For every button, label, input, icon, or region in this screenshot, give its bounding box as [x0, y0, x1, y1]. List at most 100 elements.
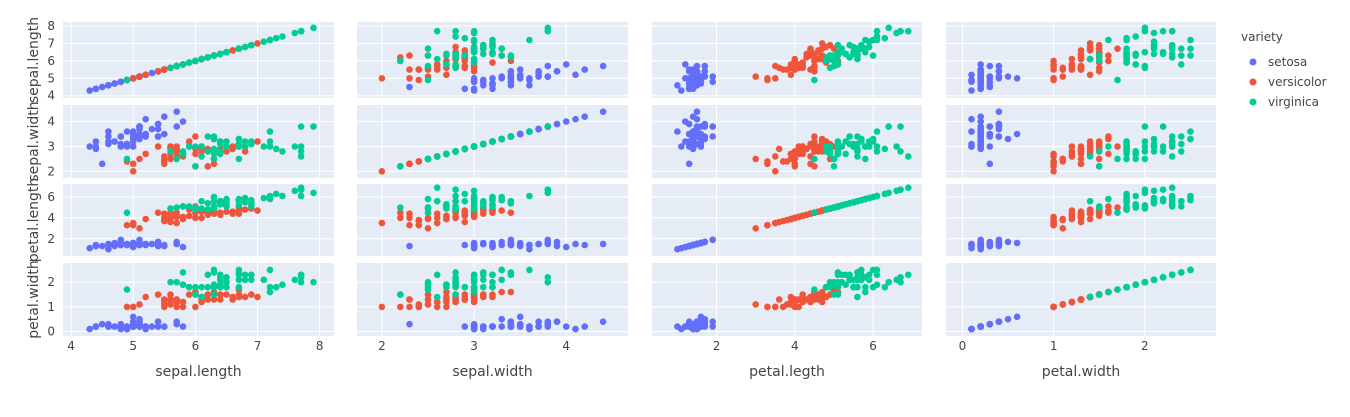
point-virginica-2-2-18 [905, 184, 912, 191]
point-virginica-3-0-36 [210, 269, 218, 276]
point-setosa-0-2-18 [701, 62, 709, 70]
point-virginica-2-3-17 [1159, 186, 1167, 193]
point-virginica-1-2-26 [822, 148, 830, 155]
point-virginica-2-1-9 [526, 192, 533, 200]
point-virginica-0-1-6 [424, 76, 432, 84]
point-versicolor-3-1-39 [424, 296, 432, 303]
point-versicolor-0-2-31 [779, 66, 787, 73]
point-virginica-0-2-30 [873, 33, 881, 40]
point-virginica-2-3-46 [1132, 204, 1139, 211]
point-virginica-0-1-44 [498, 45, 506, 52]
point-virginica-3-1-34 [433, 293, 441, 301]
point-virginica-3-1-10 [489, 278, 496, 286]
point-setosa-3-1-46 [544, 323, 552, 330]
point-versicolor-2-1-47 [461, 211, 469, 219]
point-virginica-0-2-7 [881, 34, 889, 42]
point-versicolor-3-0-19 [167, 301, 174, 308]
point-virginica-1-2-5 [893, 143, 900, 150]
point-virginica-0-1-21 [452, 64, 459, 72]
point-versicolor-1-2-14 [775, 145, 783, 153]
point-versicolor-3-0-40 [161, 298, 168, 306]
point-versicolor-0-3-9 [1086, 71, 1094, 79]
point-setosa-3-0-18 [173, 320, 180, 328]
point-setosa-0-1-33 [581, 66, 588, 73]
point-virginica-1-0-38 [192, 143, 199, 150]
point-virginica-0-0-31 [310, 24, 317, 32]
point-virginica-0-0-48 [204, 54, 212, 61]
point-setosa-1-3-48 [977, 125, 984, 133]
point-virginica-0-3-39 [1150, 41, 1158, 49]
point-virginica-2-1-32 [452, 197, 459, 205]
point-virginica-3-1-31 [544, 278, 552, 286]
point-virginica-3-0-47 [223, 278, 230, 286]
point-setosa-1-0-41 [98, 160, 106, 168]
point-virginica-0-1-41 [480, 41, 487, 49]
point-virginica-1-3-46 [1132, 155, 1139, 163]
point-versicolor-2-0-11 [185, 212, 193, 220]
point-virginica-0-1-31 [544, 24, 552, 32]
point-virginica-0-0-2 [260, 38, 268, 45]
point-virginica-3-0-2 [260, 276, 268, 284]
point-virginica-2-3-14 [1178, 203, 1185, 210]
point-versicolor-2-0-43 [129, 221, 137, 229]
point-virginica-3-0-7 [272, 283, 280, 291]
point-setosa-2-1-49 [498, 241, 506, 249]
point-virginica-3-2-22 [897, 278, 904, 286]
point-virginica-0-1-18 [433, 27, 441, 35]
point-virginica-3-1-30 [452, 281, 459, 289]
point-versicolor-3-0-49 [173, 296, 180, 303]
point-virginica-2-1-34 [433, 197, 441, 205]
point-versicolor-1-3-45 [1068, 143, 1076, 150]
point-virginica-1-2-34 [854, 153, 861, 160]
point-versicolor-3-2-43 [764, 303, 771, 311]
point-versicolor-1-2-31 [779, 158, 787, 165]
point-versicolor-2-0-40 [161, 210, 168, 217]
y-tick-label: 5 [47, 71, 55, 85]
point-versicolor-3-0-16 [167, 291, 174, 298]
point-versicolor-2-0-4 [223, 208, 230, 215]
point-virginica-3-0-30 [279, 281, 286, 289]
point-setosa-2-0-36 [161, 242, 168, 250]
point-virginica-3-0-33 [210, 291, 218, 298]
point-setosa-2-1-45 [470, 241, 478, 249]
legend-marker-virginica [1249, 98, 1257, 106]
point-setosa-2-0-49 [129, 241, 137, 249]
point-setosa-0-1-37 [526, 76, 533, 84]
point-setosa-1-3-23 [1004, 135, 1012, 143]
point-virginica-1-2-49 [834, 143, 842, 150]
point-setosa-1-2-16 [685, 120, 693, 128]
point-versicolor-1-2-43 [764, 160, 771, 168]
point-virginica-2-1-5 [470, 187, 478, 195]
point-setosa-1-0-33 [161, 113, 168, 120]
point-setosa-1-2-15 [693, 108, 701, 115]
point-setosa-2-0-29 [111, 239, 118, 247]
point-setosa-0-0-47 [105, 82, 112, 89]
point-virginica-2-0-43 [241, 194, 249, 202]
point-virginica-0-0-41 [248, 41, 255, 49]
point-versicolor-3-0-25 [229, 293, 236, 301]
point-virginica-3-1-41 [480, 271, 487, 279]
point-setosa-2-3-23 [1004, 238, 1012, 246]
point-setosa-0-1-46 [544, 73, 552, 80]
point-virginica-0-3-31 [1141, 24, 1149, 32]
point-setosa-3-0-14 [179, 323, 187, 330]
point-versicolor-2-0-49 [173, 213, 180, 221]
point-virginica-1-0-9 [266, 128, 274, 135]
point-virginica-0-0-37 [217, 50, 224, 58]
point-versicolor-1-0-25 [229, 143, 236, 150]
point-virginica-2-1-18 [433, 184, 441, 191]
point-setosa-1-0-14 [179, 118, 187, 125]
point-virginica-1-1-48 [507, 133, 515, 140]
point-versicolor-1-0-37 [210, 160, 218, 168]
point-virginica-0-0-38 [192, 57, 199, 65]
point-virginica-0-3-48 [1168, 54, 1176, 61]
x-tick-label: 5 [129, 339, 137, 353]
point-virginica-2-0-37 [217, 199, 224, 206]
point-virginica-3-0-16 [223, 283, 230, 291]
point-versicolor-0-2-36 [818, 45, 826, 52]
point-versicolor-2-2-29 [772, 219, 779, 227]
point-setosa-0-3-23 [1004, 73, 1012, 80]
point-versicolor-3-0-23 [198, 298, 205, 306]
point-virginica-0-2-35 [873, 27, 881, 35]
point-setosa-2-2-44 [709, 236, 716, 244]
